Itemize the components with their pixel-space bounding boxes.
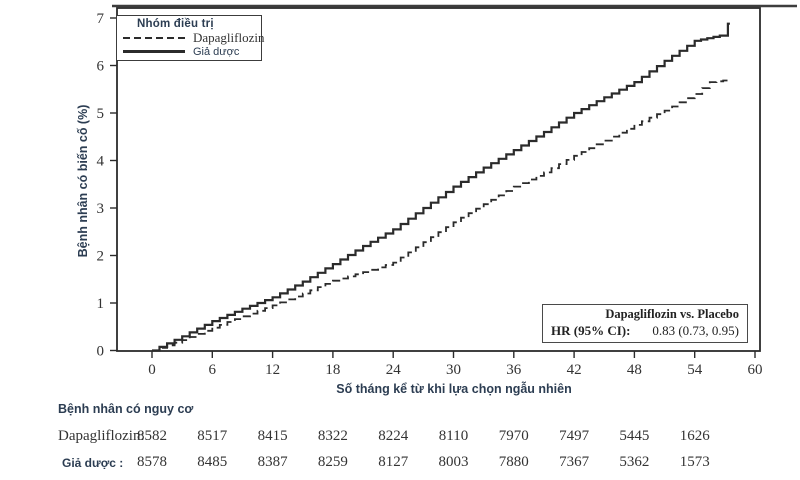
x-tick-label: 24 [386,362,402,378]
solid-line-swatch-icon [123,50,185,53]
hazard-ratio-value: 0.83 (0.73, 0.95) [652,323,739,338]
risk-count: 5362 [619,454,650,470]
hazard-ratio-box: Dapagliflozin vs. Placebo HR (95% CI): 0… [542,304,748,343]
risk-count: 8224 [378,428,409,444]
x-axis-title: Số tháng kể từ khi lựa chọn ngẫu nhiên [336,382,572,396]
risk-count: 5445 [619,428,650,444]
x-tick-label: 6 [209,362,217,378]
series-solid-curve [152,22,730,352]
risk-count: 1626 [679,428,710,444]
risk-count: 8322 [317,428,348,444]
risk-count: 8578 [137,454,167,470]
hazard-ratio-title: Dapagliflozin vs. Placebo [605,307,739,321]
risk-count: 8517 [197,428,228,444]
hazard-ratio-label: HR (95% CI): [551,323,631,338]
y-tick-label: 1 [97,296,105,312]
legend-item-dapagliflozin: Dapagliflozin [123,30,264,45]
y-tick-label: 3 [97,201,105,217]
risk-count: 8127 [378,454,409,470]
risk-count: 7880 [498,454,529,470]
x-tick-label: 30 [446,362,461,378]
legend-item-placebo: Giả dược [123,45,257,58]
risk-count: 8415 [257,428,288,444]
x-tick-label: 12 [265,362,280,378]
risk-row-label-placebo: Giả dược : [62,456,124,470]
risk-count: 8259 [317,454,348,470]
risk-count: 7497 [559,428,590,444]
risk-count: 8003 [438,454,469,470]
x-tick-label: 42 [567,362,582,378]
y-tick-label: 2 [97,249,105,265]
hazard-ratio-row: HR (95% CI): 0.83 (0.73, 0.95) [551,323,739,339]
x-tick-label: 54 [687,362,703,378]
y-tick-label: 4 [97,154,105,170]
risk-row-label-dapagliflozin: Dapagliflozin: [58,428,145,444]
legend-label: Dapagliflozin [193,29,265,45]
x-tick-label: 60 [748,362,763,378]
y-tick-label: 7 [97,11,105,27]
y-tick-label: 5 [97,106,105,122]
risk-count: 7970 [498,428,529,444]
risk-count: 8582 [137,428,167,444]
x-tick-label: 36 [506,362,522,378]
risk-table-title: Bệnh nhân có nguy cơ [58,402,194,416]
x-tick-label: 18 [325,362,340,378]
risk-count: 8485 [197,454,228,470]
legend-box: Nhóm điều trị Dapagliflozin Giả dược [116,15,264,61]
plot-frame [116,7,761,352]
y-axis-title: Bệnh nhân có biến cố (%) [76,104,90,258]
y-tick-label: 0 [97,344,105,360]
risk-count: 8387 [257,454,288,470]
legend-label: Giả dược [193,45,240,58]
legend-title: Nhóm điều trị [137,18,214,30]
risk-count: 7367 [559,454,590,470]
risk-count: 8110 [438,428,469,444]
y-tick-label: 6 [97,59,105,75]
x-tick-label: 48 [627,362,642,378]
risk-count: 1573 [679,454,710,470]
x-tick-label: 0 [148,362,156,378]
dashed-line-swatch-icon [123,36,185,39]
